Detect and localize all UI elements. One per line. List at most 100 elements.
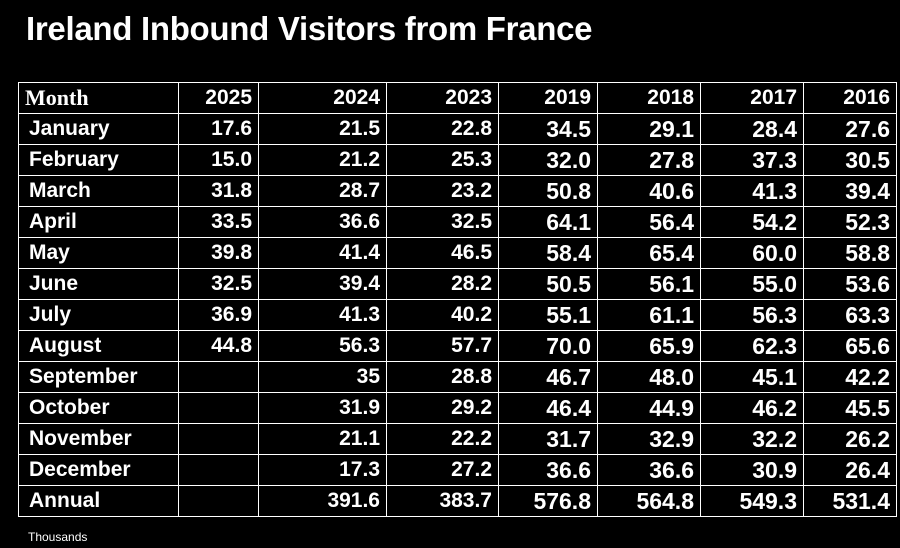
- table-row-september: September 35 28.8 46.7 48.0 45.1 42.2: [18, 361, 897, 393]
- cell-annual-2023: 383.7: [386, 485, 499, 517]
- row-label-october: October: [18, 392, 179, 424]
- cell-january-2025: 17.6: [178, 113, 259, 145]
- column-header-2023: 2023: [386, 82, 499, 114]
- table-row-august: August 44.8 56.3 57.7 70.0 65.9 62.3 65.6: [18, 330, 897, 362]
- cell-january-2024: 21.5: [258, 113, 387, 145]
- table-row-january: January 17.6 21.5 22.8 34.5 29.1 28.4 27.6: [18, 113, 897, 145]
- row-label-february: February: [18, 144, 179, 176]
- cell-march-2025: 31.8: [178, 175, 259, 207]
- row-label-january: January: [18, 113, 179, 145]
- cell-august-2023: 57.7: [386, 330, 499, 362]
- cell-july-2018: 61.1: [597, 299, 701, 331]
- cell-november-2017: 32.2: [700, 423, 804, 455]
- cell-february-2023: 25.3: [386, 144, 499, 176]
- cell-february-2024: 21.2: [258, 144, 387, 176]
- cell-november-2018: 32.9: [597, 423, 701, 455]
- table-row-june: June 32.5 39.4 28.2 50.5 56.1 55.0 53.6: [18, 268, 897, 300]
- table-row-annual: Annual 391.6 383.7 576.8 564.8 549.3 531.4: [18, 485, 897, 517]
- cell-april-2024: 36.6: [258, 206, 387, 238]
- cell-april-2025: 33.5: [178, 206, 259, 238]
- header-row: Month 2025 2024 2023 2019 2018 2017 2016: [18, 82, 897, 114]
- row-label-september: September: [18, 361, 179, 393]
- table-row-march: March 31.8 28.7 23.2 50.8 40.6 41.3 39.4: [18, 175, 897, 207]
- cell-may-2017: 60.0: [700, 237, 804, 269]
- cell-december-2017: 30.9: [700, 454, 804, 486]
- cell-november-2019: 31.7: [498, 423, 598, 455]
- cell-may-2024: 41.4: [258, 237, 387, 269]
- cell-february-2018: 27.8: [597, 144, 701, 176]
- cell-may-2023: 46.5: [386, 237, 499, 269]
- chart-title: Ireland Inbound Visitors from France: [26, 10, 593, 47]
- cell-november-2023: 22.2: [386, 423, 499, 455]
- cell-october-2019: 46.4: [498, 392, 598, 424]
- cell-annual-2018: 564.8: [597, 485, 701, 517]
- cell-february-2025: 15.0: [178, 144, 259, 176]
- cell-december-2025: [178, 454, 259, 486]
- cell-october-2017: 46.2: [700, 392, 804, 424]
- table-body: January 17.6 21.5 22.8 34.5 29.1 28.4 27.6 Febru…: [18, 113, 897, 517]
- cell-january-2023: 22.8: [386, 113, 499, 145]
- cell-july-2023: 40.2: [386, 299, 499, 331]
- column-header-2024: 2024: [258, 82, 387, 114]
- row-label-may: May: [18, 237, 179, 269]
- row-label-august: August: [18, 330, 179, 362]
- cell-april-2016: 52.3: [803, 206, 897, 238]
- cell-june-2024: 39.4: [258, 268, 387, 300]
- cell-march-2018: 40.6: [597, 175, 701, 207]
- unit-note: Thousands: [28, 530, 88, 544]
- column-header-2019: 2019: [498, 82, 598, 114]
- cell-november-2024: 21.1: [258, 423, 387, 455]
- column-header-2025: 2025: [178, 82, 259, 114]
- cell-december-2023: 27.2: [386, 454, 499, 486]
- table-row-may: May 39.8 41.4 46.5 58.4 65.4 60.0 58.8: [18, 237, 897, 269]
- row-label-march: March: [18, 175, 179, 207]
- cell-june-2018: 56.1: [597, 268, 701, 300]
- cell-january-2019: 34.5: [498, 113, 598, 145]
- table-row-november: November 21.1 22.2 31.7 32.9 32.2 26.2: [18, 423, 897, 455]
- cell-may-2018: 65.4: [597, 237, 701, 269]
- cell-annual-2016: 531.4: [803, 485, 897, 517]
- cell-may-2016: 58.8: [803, 237, 897, 269]
- cell-may-2019: 58.4: [498, 237, 598, 269]
- cell-may-2025: 39.8: [178, 237, 259, 269]
- row-label-july: July: [18, 299, 179, 331]
- cell-october-2023: 29.2: [386, 392, 499, 424]
- cell-april-2017: 54.2: [700, 206, 804, 238]
- cell-october-2025: [178, 392, 259, 424]
- cell-june-2017: 55.0: [700, 268, 804, 300]
- cell-september-2018: 48.0: [597, 361, 701, 393]
- cell-february-2017: 37.3: [700, 144, 804, 176]
- cell-october-2018: 44.9: [597, 392, 701, 424]
- table-row-april: April 33.5 36.6 32.5 64.1 56.4 54.2 52.3: [18, 206, 897, 238]
- cell-january-2018: 29.1: [597, 113, 701, 145]
- cell-december-2016: 26.4: [803, 454, 897, 486]
- cell-november-2025: [178, 423, 259, 455]
- cell-july-2025: 36.9: [178, 299, 259, 331]
- cell-december-2019: 36.6: [498, 454, 598, 486]
- cell-april-2023: 32.5: [386, 206, 499, 238]
- cell-annual-2025: [178, 485, 259, 517]
- row-label-june: June: [18, 268, 179, 300]
- row-label-november: November: [18, 423, 179, 455]
- column-header-2018: 2018: [597, 82, 701, 114]
- cell-june-2023: 28.2: [386, 268, 499, 300]
- cell-june-2025: 32.5: [178, 268, 259, 300]
- cell-january-2016: 27.6: [803, 113, 897, 145]
- cell-january-2017: 28.4: [700, 113, 804, 145]
- cell-august-2024: 56.3: [258, 330, 387, 362]
- cell-september-2017: 45.1: [700, 361, 804, 393]
- cell-august-2025: 44.8: [178, 330, 259, 362]
- row-label-annual: Annual: [18, 485, 179, 517]
- cell-july-2017: 56.3: [700, 299, 804, 331]
- cell-march-2024: 28.7: [258, 175, 387, 207]
- column-header-month: Month: [18, 82, 179, 114]
- cell-annual-2017: 549.3: [700, 485, 804, 517]
- cell-march-2023: 23.2: [386, 175, 499, 207]
- cell-august-2018: 65.9: [597, 330, 701, 362]
- cell-august-2019: 70.0: [498, 330, 598, 362]
- column-header-2016: 2016: [803, 82, 897, 114]
- cell-september-2016: 42.2: [803, 361, 897, 393]
- table-row-october: October 31.9 29.2 46.4 44.9 46.2 45.5: [18, 392, 897, 424]
- cell-july-2019: 55.1: [498, 299, 598, 331]
- row-label-april: April: [18, 206, 179, 238]
